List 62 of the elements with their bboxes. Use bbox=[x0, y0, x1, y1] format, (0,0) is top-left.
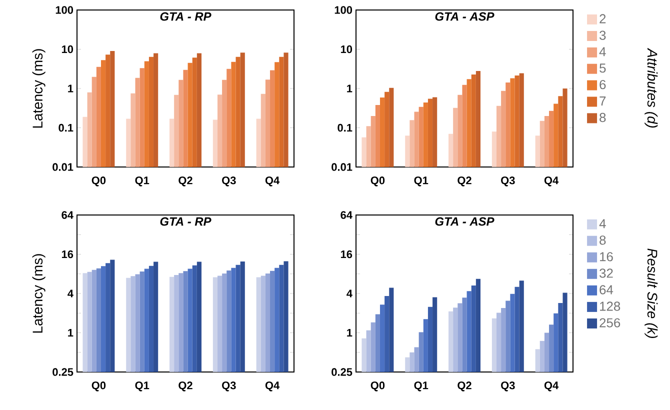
y-axis-title: Latency (ms) bbox=[32, 49, 46, 128]
legend-label: 4 bbox=[599, 47, 606, 56]
legend-label: 128 bbox=[600, 302, 620, 311]
x-tick-label: Q1 bbox=[135, 382, 150, 392]
y-tick-label: 4 bbox=[346, 290, 352, 298]
y-tick-label: 16 bbox=[340, 250, 352, 258]
x-tick-label: Q4 bbox=[544, 176, 559, 186]
y-tick-label: 0.01 bbox=[332, 163, 352, 171]
x-tick-label: Q0 bbox=[370, 176, 385, 186]
x-tick-label: Q0 bbox=[370, 382, 385, 392]
x-tick-label: Q2 bbox=[178, 176, 192, 186]
legend-label: 5 bbox=[600, 64, 606, 73]
x-tick-label: Q1 bbox=[414, 382, 428, 392]
x-tick-label: Q4 bbox=[544, 382, 559, 392]
legend-label: 256 bbox=[600, 318, 620, 328]
x-tick-label: Q3 bbox=[501, 382, 515, 392]
y-tick-label: 4 bbox=[68, 290, 74, 298]
y-tick-label: 0.1 bbox=[58, 124, 74, 132]
chart-title: GTA - ASP bbox=[435, 217, 494, 226]
y-tick-label: 1 bbox=[68, 84, 74, 92]
y-tick-label: 10 bbox=[340, 45, 352, 54]
x-tick-label: Q0 bbox=[92, 176, 106, 186]
x-tick-label: Q3 bbox=[501, 176, 515, 186]
legend-label: 16 bbox=[600, 252, 613, 262]
legend-label: 7 bbox=[600, 96, 606, 106]
x-tick-label: Q4 bbox=[265, 176, 280, 186]
chart-title: GTA - RP bbox=[160, 12, 212, 21]
y-tick-label: 1 bbox=[68, 328, 74, 337]
legend-label: 6 bbox=[600, 80, 606, 90]
x-tick-label: Q3 bbox=[222, 382, 236, 392]
y-tick-label: 1 bbox=[347, 328, 352, 337]
y-tick-label: 64 bbox=[340, 211, 352, 219]
y-tick-label: 0.25 bbox=[52, 368, 74, 376]
y-tick-label: 64 bbox=[62, 211, 74, 219]
legend-label: 2 bbox=[600, 14, 606, 24]
legend-title: Attributes (d) bbox=[644, 48, 658, 128]
y-tick-label: 10 bbox=[62, 45, 74, 54]
legend-label: 8 bbox=[600, 112, 606, 122]
x-tick-label: Q1 bbox=[135, 176, 150, 186]
y-tick-label: 1 bbox=[347, 84, 352, 92]
legend-label: 4 bbox=[599, 219, 606, 228]
legend-label: 64 bbox=[600, 285, 614, 294]
y-axis-title: Latency (ms) bbox=[32, 254, 46, 333]
x-tick-label: Q2 bbox=[178, 382, 192, 392]
legend-label: 3 bbox=[600, 30, 606, 40]
chart-title: GTA - ASP bbox=[435, 12, 494, 21]
legend-label: 8 bbox=[600, 236, 606, 245]
y-tick-label: 100 bbox=[334, 6, 352, 14]
x-tick-label: Q0 bbox=[92, 382, 106, 392]
legend-title: Result Size (k) bbox=[644, 248, 658, 338]
y-tick-label: 0.01 bbox=[52, 163, 74, 171]
y-tick-label: 100 bbox=[56, 6, 74, 14]
x-tick-label: Q2 bbox=[458, 176, 472, 186]
chart-title: GTA - RP bbox=[160, 217, 212, 226]
x-tick-label: Q3 bbox=[222, 176, 236, 186]
x-tick-label: Q1 bbox=[414, 176, 428, 186]
x-tick-label: Q4 bbox=[265, 382, 280, 392]
y-tick-label: 0.25 bbox=[332, 368, 352, 376]
y-tick-label: 0.1 bbox=[338, 124, 352, 132]
x-tick-label: Q2 bbox=[458, 382, 472, 392]
legend-label: 32 bbox=[600, 268, 613, 278]
y-tick-label: 16 bbox=[62, 250, 74, 258]
